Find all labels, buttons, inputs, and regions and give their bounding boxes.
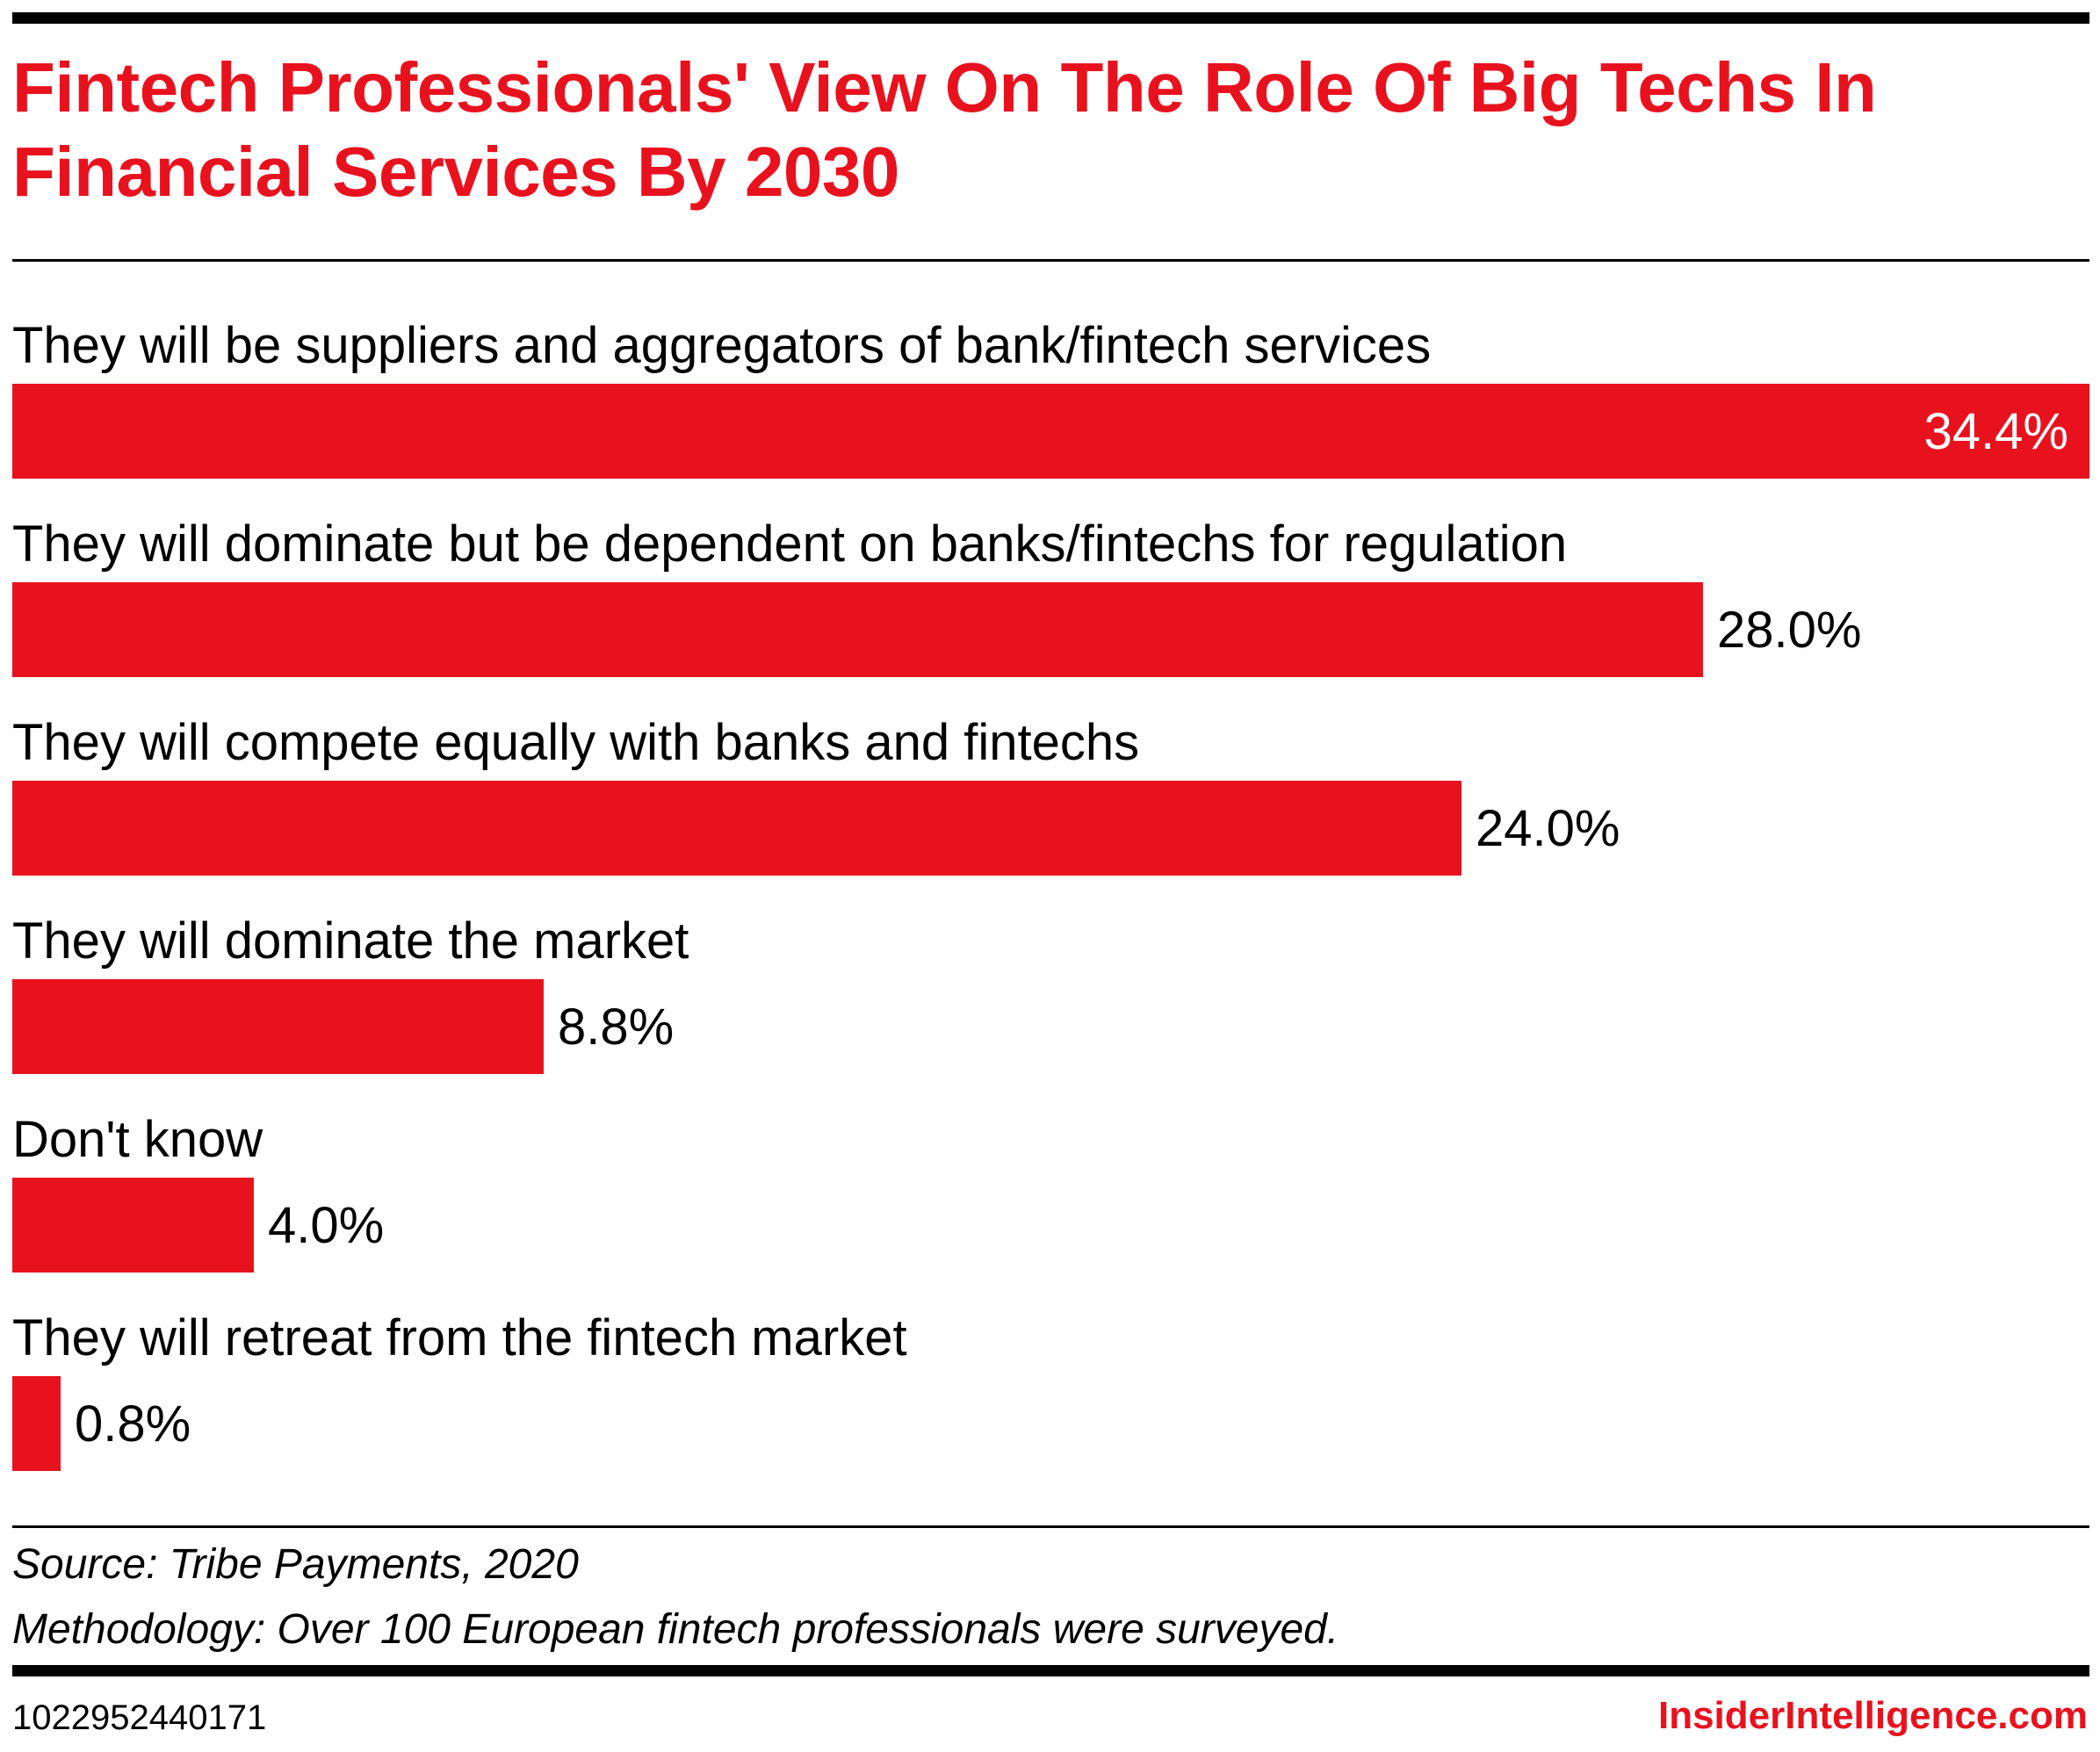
bar: [12, 781, 1461, 876]
methodology-note: Methodology: Over 100 European fintech p…: [12, 1606, 1339, 1653]
bar: [12, 1376, 61, 1471]
value-label: 8.8%: [558, 999, 674, 1056]
category-label: They will dominate the market: [12, 912, 689, 970]
value-label: 28.0%: [1717, 602, 1861, 659]
category-label: They will dominate but be dependent on b…: [12, 516, 1567, 573]
bar: [12, 582, 1703, 677]
bar: [12, 384, 2089, 479]
category-label: They will retreat from the fintech marke…: [12, 1309, 907, 1366]
bar: [12, 979, 544, 1074]
footer-divider: [12, 1525, 2089, 1528]
top-rule: [12, 12, 2089, 24]
title-divider: [12, 259, 2089, 262]
brand-logo-text: InsiderIntelligence.com: [1657, 1694, 2088, 1737]
bottom-rule: [12, 1665, 2089, 1676]
bar-chart: They will be suppliers and aggregators o…: [12, 317, 2089, 1471]
value-label: 0.8%: [75, 1395, 191, 1453]
value-label: 24.0%: [1476, 800, 1620, 857]
value-label: 4.0%: [268, 1197, 384, 1254]
category-label: They will compete equally with banks and…: [12, 714, 1139, 771]
category-label: Don't know: [12, 1111, 263, 1168]
value-label: 34.4%: [1924, 403, 2068, 460]
bar: [12, 1178, 254, 1273]
chart-title: Fintech Professionals' View On The Role …: [12, 48, 1877, 211]
source-note: Source: Tribe Payments, 2020: [12, 1541, 579, 1588]
category-label: They will be suppliers and aggregators o…: [12, 317, 1431, 374]
chart-id: 1022952440171: [12, 1698, 267, 1737]
